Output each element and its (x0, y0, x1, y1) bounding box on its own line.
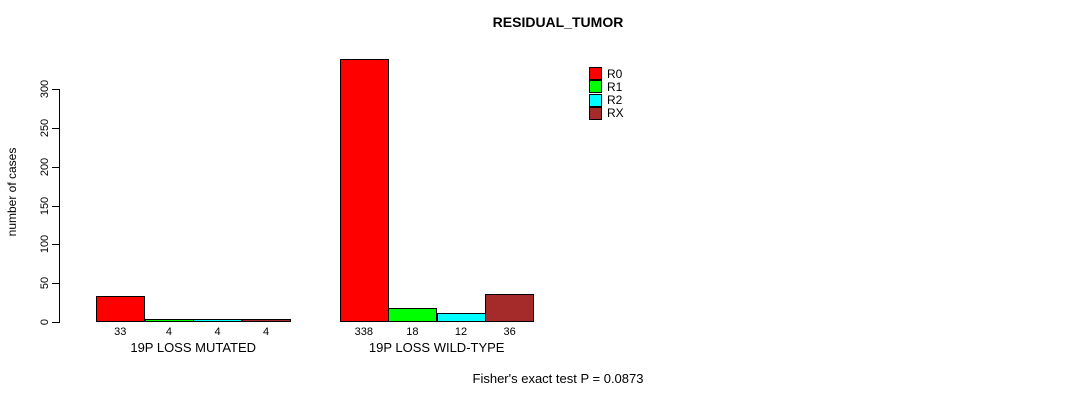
bar-r0-2 (339, 59, 389, 322)
y-tick-label: 100 (39, 235, 51, 254)
bar-rx-1 (241, 319, 291, 322)
y-tick-mark (52, 322, 59, 323)
legend-item-r1: R1 (589, 79, 623, 94)
y-tick-mark (52, 283, 59, 285)
bar-value-label: 18 (406, 326, 419, 338)
bar-value-label: 4 (165, 326, 172, 338)
x-category-label: 19P LOSS MUTATED (130, 340, 257, 355)
legend-swatch-r2 (589, 93, 602, 107)
y-tick-label: 0 (39, 318, 51, 326)
bar-value-label: 36 (503, 326, 516, 338)
legend-label: R2 (607, 93, 623, 108)
y-tick-mark (52, 205, 59, 207)
y-tick-mark (52, 127, 59, 129)
legend-swatch-r0 (589, 67, 602, 80)
legend-item-r2: R2 (589, 93, 623, 108)
legend-label: RX (607, 106, 624, 121)
legend-item-rx: RX (589, 106, 624, 121)
legend-item-r0: R0 (589, 66, 623, 81)
y-tick-mark (52, 244, 59, 246)
legend-label: R1 (607, 79, 623, 94)
bar-value-label: 33 (114, 326, 127, 338)
bar-value-label: 4 (214, 326, 221, 338)
fisher-test-annotation: Fisher's exact test P = 0.0873 (472, 371, 644, 386)
y-axis-line (59, 89, 60, 323)
y-tick-label: 200 (39, 157, 51, 176)
y-tick-label: 50 (39, 277, 51, 290)
legend-swatch-r1 (589, 80, 602, 94)
legend-label: R0 (607, 66, 623, 81)
bar-r1-1 (144, 319, 194, 322)
y-axis-label: number of cases (5, 147, 19, 237)
legend-swatch-rx (589, 106, 602, 120)
bar-r1-2 (388, 308, 438, 322)
bar-value-label: 4 (263, 326, 270, 338)
y-tick-label: 150 (39, 196, 51, 215)
y-tick-mark (52, 89, 59, 90)
bar-rx-2 (485, 294, 535, 322)
x-category-label: 19P LOSS WILD-TYPE (368, 340, 505, 355)
y-tick-mark (52, 166, 59, 168)
y-tick-label: 300 (39, 79, 51, 99)
bar-value-label: 338 (354, 326, 373, 338)
bar-r0-1 (96, 296, 145, 322)
bar-value-label: 12 (454, 326, 468, 338)
y-tick-label: 250 (39, 118, 51, 138)
bar-r2-1 (193, 319, 243, 322)
chart-title: RESIDUAL_TUMOR (492, 14, 624, 30)
bar-r2-2 (436, 313, 486, 322)
